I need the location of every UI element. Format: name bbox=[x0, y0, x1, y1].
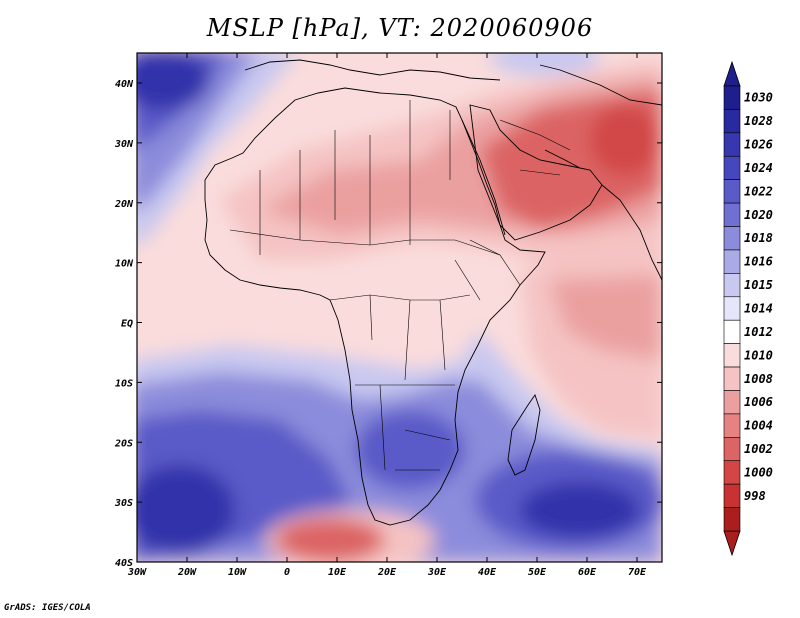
colorbar-label: 1024 bbox=[744, 161, 773, 175]
field-atlantic-high-center bbox=[137, 53, 210, 110]
madagascar-coastline bbox=[507, 394, 541, 476]
lon-tick-label: 20E bbox=[377, 567, 397, 578]
lat-tick-label: 20N bbox=[114, 199, 134, 210]
border-sahel bbox=[229, 229, 501, 256]
colorbar-segment bbox=[723, 273, 741, 298]
colorbar-segment bbox=[723, 460, 741, 485]
plot-frame bbox=[136, 52, 663, 563]
persian-gulf bbox=[544, 149, 581, 169]
lat-tick-label: 40S bbox=[115, 558, 133, 569]
lon-tick-label: 30W bbox=[127, 567, 147, 578]
colorbar-segment bbox=[723, 507, 741, 532]
lon-tick-label: 70E bbox=[628, 567, 647, 578]
red-sea bbox=[461, 119, 506, 236]
lat-tick-label: 20S bbox=[114, 438, 133, 449]
colorbar-segment bbox=[723, 226, 741, 251]
colorbar-label: 1002 bbox=[744, 442, 773, 456]
colorbar-segment bbox=[723, 483, 741, 508]
colorbar-label: 1030 bbox=[744, 91, 773, 105]
country-borders bbox=[229, 100, 571, 471]
map-title: MSLP [hPa], VT: 2020060906 bbox=[206, 14, 594, 42]
lon-tick-label: 0 bbox=[284, 567, 290, 578]
credit-label: GrADS: IGES/COLA bbox=[4, 603, 91, 613]
colorbar-segment bbox=[723, 413, 741, 438]
lon-tick-label: 40E bbox=[478, 567, 497, 578]
colorbar-label: 998 bbox=[744, 489, 766, 503]
field-southern-africa-high bbox=[355, 410, 465, 490]
field-cape-low bbox=[275, 518, 385, 562]
lat-tick-label: EQ bbox=[121, 319, 133, 330]
europe-coastline bbox=[244, 59, 501, 81]
border-central bbox=[329, 294, 471, 381]
colorbar-label: 1010 bbox=[744, 348, 773, 362]
colorbar-label: 1018 bbox=[744, 231, 773, 245]
colorbar-segment bbox=[723, 437, 741, 462]
colorbar-label: 1020 bbox=[744, 208, 773, 222]
colorbar: 1030 1028 1026 1024 1022 1020 1018 1016 1015 1014… bbox=[723, 60, 773, 557]
asia-coastline bbox=[539, 64, 662, 106]
border-horn bbox=[454, 239, 521, 301]
colorbar-label: 1022 bbox=[744, 184, 773, 198]
pressure-blobs bbox=[137, 53, 662, 562]
lat-tick-label: 30N bbox=[114, 139, 134, 150]
lat-axis: 40N 30N 20N 10N EQ 10S 20S 30S 40S bbox=[114, 79, 662, 569]
colorbar-segment bbox=[723, 179, 741, 204]
arabia-coastline bbox=[469, 104, 603, 241]
colorbar-label: 1006 bbox=[744, 395, 773, 409]
colorbar-top-arrow bbox=[723, 60, 741, 87]
lon-tick-label: 10W bbox=[228, 567, 247, 578]
india-coastline bbox=[601, 184, 662, 281]
lon-axis: 30W 20W 10W 0 10E 20E 30E 40E 50E 60E 70E bbox=[127, 53, 647, 578]
colorbar-segment bbox=[723, 85, 741, 110]
colorbar-label: 1015 bbox=[744, 278, 773, 292]
lon-tick-label: 10E bbox=[328, 567, 347, 578]
colorbar-label: 1014 bbox=[744, 302, 773, 316]
lon-tick-label: 30E bbox=[427, 567, 447, 578]
field-south-indian-core bbox=[520, 482, 640, 538]
field-tropical-band bbox=[137, 270, 530, 360]
colorbar-label: 1016 bbox=[744, 255, 773, 269]
coastlines bbox=[204, 59, 662, 526]
field-south-atlantic-core bbox=[137, 465, 235, 555]
lon-tick-label: 20W bbox=[177, 567, 197, 578]
colorbar-segment bbox=[723, 319, 741, 344]
colorbar-segment bbox=[723, 343, 741, 368]
colorbar-segment bbox=[723, 132, 741, 157]
field-indian-red-inner bbox=[550, 275, 662, 360]
colorbar-segment bbox=[723, 390, 741, 415]
colorbar-label: 1000 bbox=[744, 465, 773, 479]
lat-tick-label: 10N bbox=[115, 259, 134, 270]
border-sahara-north bbox=[259, 100, 451, 255]
border-middle-east bbox=[499, 119, 571, 176]
lat-tick-label: 30S bbox=[114, 498, 133, 509]
pressure-field bbox=[137, 53, 662, 562]
colorbar-bottom-arrow bbox=[723, 530, 741, 557]
colorbar-segment bbox=[723, 249, 741, 274]
lon-tick-label: 50E bbox=[528, 567, 547, 578]
lon-tick-label: 60E bbox=[578, 567, 597, 578]
colorbar-segment bbox=[723, 109, 741, 134]
field-asia-low-core bbox=[590, 105, 660, 175]
colorbar-label: 1026 bbox=[744, 138, 773, 152]
border-southern bbox=[355, 384, 455, 471]
colorbar-label: 1012 bbox=[744, 325, 773, 339]
colorbar-label: 1028 bbox=[744, 114, 773, 128]
colorbar-label: 1004 bbox=[744, 419, 773, 433]
colorbar-label: 1008 bbox=[744, 372, 773, 386]
africa-coastline bbox=[204, 87, 546, 526]
colorbar-segment bbox=[723, 155, 741, 180]
lat-tick-label: 40N bbox=[115, 79, 134, 90]
lat-tick-label: 10S bbox=[115, 378, 133, 389]
colorbar-segment bbox=[723, 202, 741, 227]
colorbar-segment bbox=[723, 296, 741, 321]
field-east-north-blue bbox=[490, 53, 600, 76]
colorbar-segment bbox=[723, 366, 741, 391]
